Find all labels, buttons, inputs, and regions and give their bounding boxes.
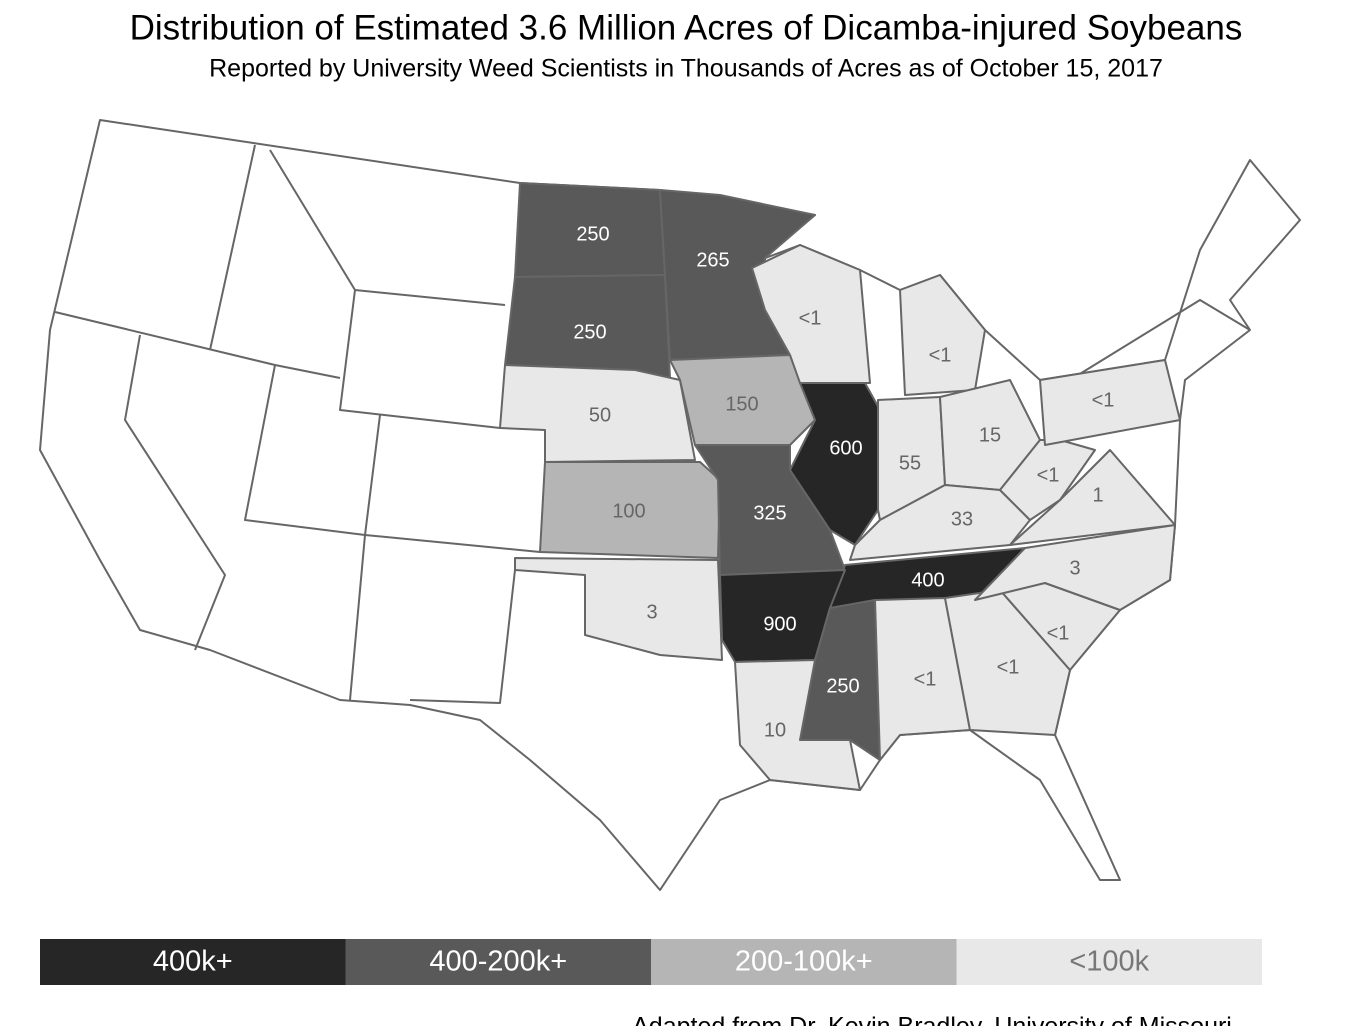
state bbox=[1009, 449, 1176, 546]
state-label: 15 bbox=[979, 424, 1001, 446]
state-label: 10 bbox=[764, 719, 786, 741]
title: Distribution of Estimated 3.6 Million Ac… bbox=[130, 8, 1243, 47]
legend-label: 400k+ bbox=[153, 946, 233, 978]
state-label: 100 bbox=[612, 500, 645, 522]
state-label: 1 bbox=[1092, 484, 1103, 506]
state-label: 265 bbox=[696, 249, 729, 271]
state bbox=[849, 484, 1031, 561]
state-label: 3 bbox=[646, 601, 657, 623]
state-label: <1 bbox=[914, 668, 937, 690]
legend-label: 200-100k+ bbox=[735, 946, 873, 978]
state-label: 900 bbox=[763, 613, 796, 635]
footer: Adapted from Dr. Kevin Bradley, Universi… bbox=[632, 1013, 1232, 1026]
state-label: <1 bbox=[929, 344, 952, 366]
legend-label: 400-200k+ bbox=[429, 946, 567, 978]
state-label: <1 bbox=[1037, 464, 1060, 486]
state-label: 33 bbox=[951, 508, 973, 530]
state bbox=[874, 597, 971, 761]
state-label: 50 bbox=[589, 404, 611, 426]
legend-swatch bbox=[40, 939, 346, 985]
state-label: 250 bbox=[573, 321, 606, 343]
state bbox=[734, 659, 861, 791]
state bbox=[694, 444, 846, 576]
legend-swatch bbox=[651, 939, 957, 985]
state-label: 55 bbox=[899, 452, 921, 474]
legend: 400k+ 400-200k+ 200-100k+ <100k bbox=[40, 939, 1262, 985]
state-label: 3 bbox=[1069, 557, 1080, 579]
state-label: <1 bbox=[997, 656, 1020, 678]
legend-swatch bbox=[956, 939, 1262, 985]
state bbox=[899, 274, 986, 396]
state-label: <1 bbox=[1047, 622, 1070, 644]
state-label: 250 bbox=[576, 223, 609, 245]
state-label: 325 bbox=[753, 502, 786, 524]
state-label: <1 bbox=[1092, 389, 1115, 411]
state-label: 150 bbox=[725, 393, 758, 415]
state bbox=[514, 557, 723, 661]
state-label: 600 bbox=[829, 437, 862, 459]
state-label: <1 bbox=[799, 307, 822, 329]
legend-label: <100k bbox=[1069, 946, 1149, 978]
subtitle: Reported by University Weed Scientists i… bbox=[209, 55, 1163, 83]
state-label: 400 bbox=[911, 569, 944, 591]
state bbox=[751, 244, 871, 384]
legend-swatch bbox=[345, 939, 651, 985]
state-borders bbox=[54, 144, 1251, 704]
state-label: 250 bbox=[826, 675, 859, 697]
state bbox=[999, 439, 1096, 521]
state bbox=[1039, 359, 1181, 446]
